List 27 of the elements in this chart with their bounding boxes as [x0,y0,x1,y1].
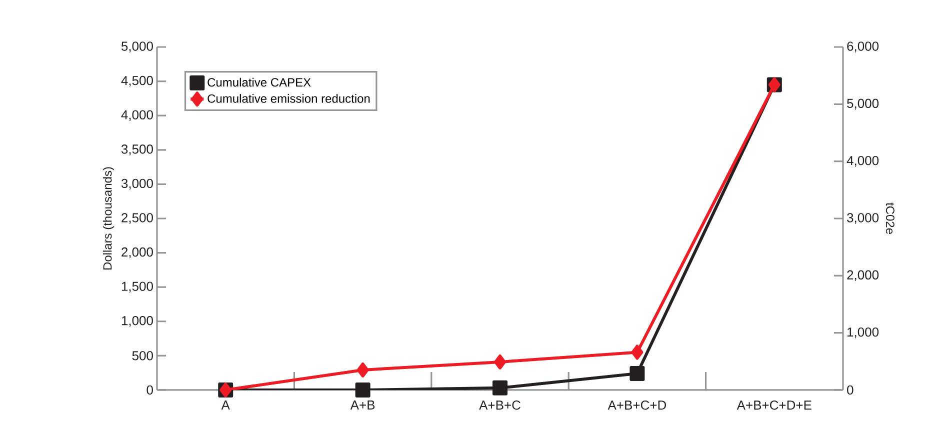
y2-tick-label: 3,000 [847,213,879,224]
y-tick-label: 3,000 [121,178,153,190]
x-tick-label: A+B+C [479,400,520,410]
y2-axis-title: tC02e [886,202,894,234]
y2-tick-label: 2,000 [847,270,879,282]
y-axis-title: Dollars (thousands) [102,167,114,270]
y2-tick-label: 1,000 [848,327,879,338]
legend-label: Cumulative emission reduction [208,94,370,103]
y2-tick-label: 0 [847,385,854,395]
y-tick-label: 500 [132,351,153,360]
y-tick-label: 1,500 [122,282,153,292]
x-tick-label: A+B [350,400,375,410]
y2-tick-label: 6,000 [847,42,879,52]
y-tick-label: 0 [146,385,153,395]
legend-label: Cumulative CAPEX [208,78,311,87]
y-tick-label: 5,000 [121,42,153,52]
x-tick-label: A+B+C+D+E [736,400,812,410]
y2-tick-label: 5,000 [847,98,879,110]
x-tick-label: A+B+C+D [608,400,666,410]
y-tick-label: 4,500 [121,76,153,87]
y-tick-label: 2,500 [122,213,153,224]
y-tick-label: 3,500 [121,144,153,156]
y-tick-label: 1,000 [122,316,153,327]
y-tick-label: 4,000 [121,110,153,121]
y-tick-label: 2,000 [122,247,153,258]
x-tick-label: A [221,400,230,410]
y2-tick-label: 4,000 [846,156,879,167]
